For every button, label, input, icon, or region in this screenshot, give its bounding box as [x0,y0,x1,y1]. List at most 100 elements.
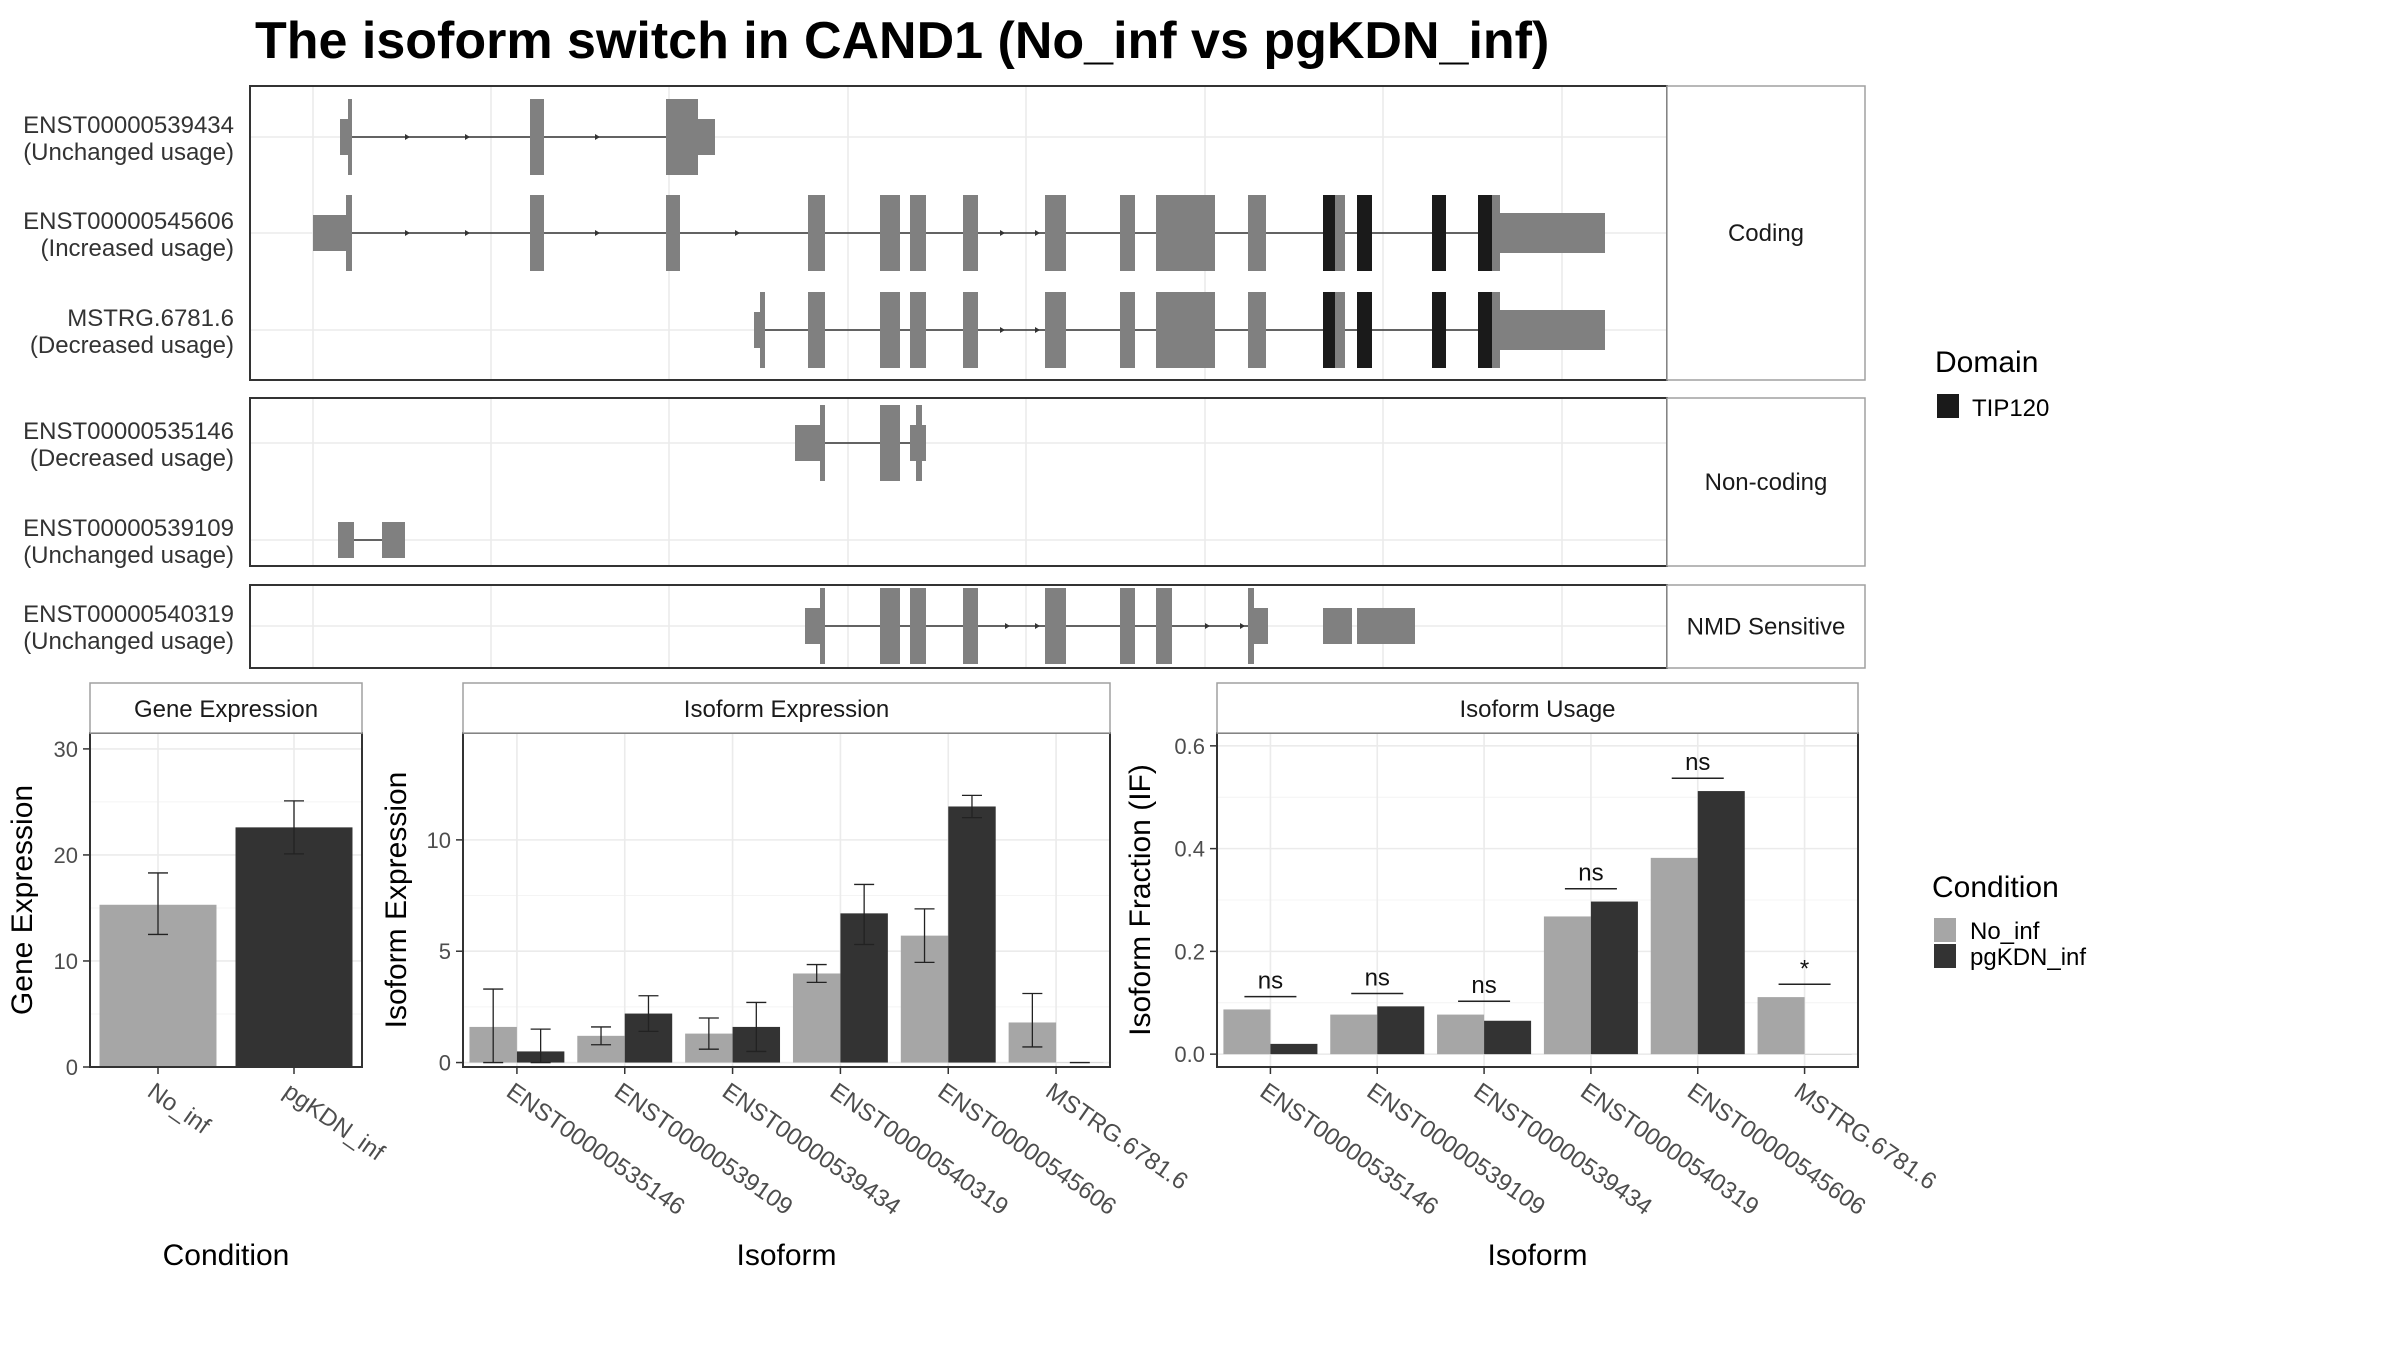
isoform-expression-panel: Isoform Expression0510ENST00000535146ENS… [380,682,1193,1272]
x-tick-label: ENST00000539434 [1469,1078,1657,1221]
facet-strip-label: Coding [1728,220,1804,247]
isoform-id-label: ENST00000539434 [23,112,234,139]
x-tick-label: pgKDN_inf [279,1078,390,1167]
x-axis-title: Isoform [736,1239,836,1272]
x-tick-label: No_inf [143,1078,216,1140]
y-tick-label: 0.0 [1174,1042,1205,1067]
exon [795,425,822,461]
exon [916,405,922,481]
facet-coding: ENST00000539434(Unchanged usage) ENST0000… [23,85,1866,381]
direction-arrow [1035,623,1040,629]
direction-arrow [405,134,410,140]
exon [1156,588,1172,664]
domain-exon [1432,195,1446,271]
exon [1335,195,1345,271]
exon [1156,195,1215,271]
exon [1120,195,1135,271]
x-tick-label: ENST00000539434 [717,1078,905,1221]
exon [1492,292,1500,368]
y-tick-label: 5 [439,939,451,964]
exon [666,99,698,175]
isoform-usage-panel: ns ns ns ns ns * Isoform Usage 0.0 0.2 0.4 0.6 ENST… [1124,682,1941,1272]
direction-arrow [595,134,600,140]
panel-strip-label: Isoform Expression [684,696,889,723]
domain-exon [1357,292,1372,368]
exon [1120,292,1135,368]
exon [963,588,978,664]
exon [382,522,405,558]
x-tick-label: ENST00000539109 [1362,1078,1550,1221]
exon [760,292,765,368]
y-tick-label: 10 [54,949,78,974]
exon [910,195,926,271]
panel-strip [89,682,363,734]
domain-exon [1478,195,1492,271]
x-tick-label: ENST00000545606 [1682,1078,1870,1221]
facet-strip [1666,584,1866,669]
bar-pgKDN_inf-ENST00000545606 [948,806,996,1063]
isoform-usage-label: (Decreased usage) [30,445,234,472]
bar-No_inf-MSTRG.6781.6 [1757,997,1805,1055]
panel-background [463,733,1110,1067]
direction-arrow [465,134,470,140]
bar-No_inf-ENST00000540319 [792,973,841,1063]
direction-arrow [405,230,410,236]
condition-legend-label-no-inf: No_inf [1970,918,2040,945]
domain-legend: Domain TIP120 [1935,346,2049,422]
exon [880,195,900,271]
domain-legend-label: TIP120 [1972,395,2049,422]
exon [698,119,715,155]
bar-pgKDN_inf-ENST00000535146 [1270,1043,1318,1055]
x-tick-label: ENST00000539109 [609,1078,797,1221]
domain-exon [1357,195,1372,271]
exon [820,588,825,664]
direction-arrow [1240,623,1245,629]
gene-expression-panel: Gene Expression 0 10 20 30 No_inf pgKDN_inf Con… [6,682,390,1272]
direction-arrow [735,230,740,236]
exon [1248,588,1254,664]
x-tick-label: ENST00000535146 [1255,1078,1443,1221]
exon [1045,588,1066,664]
y-tick-label: 0.6 [1174,734,1205,759]
y-tick-label: 30 [54,737,78,762]
domain-legend-key [1937,394,1959,418]
exon [338,522,354,558]
y-tick-label: 0 [66,1055,78,1080]
panel-strip [1216,682,1859,734]
bar-No_inf-ENST00000545606 [1650,857,1698,1055]
isoform-usage-label: (Unchanged usage) [23,542,234,569]
y-tick-label: 20 [54,843,78,868]
exon [530,195,544,271]
exon [910,292,926,368]
significance-label: ns [1685,749,1710,776]
exon [754,312,760,348]
bar-No_inf-ENST00000539434 [1437,1014,1485,1055]
direction-arrow [595,230,600,236]
direction-arrow [1000,327,1005,333]
y-tick-label: 0 [439,1051,451,1076]
significance-label: ns [1471,972,1496,999]
facet-nmd-sensitive: ENST00000540319(Unchanged usage) NMD Sens… [23,584,1866,669]
direction-arrow [1205,623,1210,629]
y-tick-label: 0.2 [1174,939,1205,964]
exon [1045,292,1066,368]
exon [880,588,900,664]
isoform-id-label: MSTRG.6781.6 [67,305,234,332]
bar-No_inf-ENST00000535146 [1223,1009,1271,1055]
exon [1248,292,1266,368]
exon [1335,292,1345,368]
y-axis-title: Isoform Expression [380,772,413,1029]
domain-exon [1478,292,1492,368]
domain-exon [1323,195,1335,271]
facet-panel-background [250,398,1667,566]
isoform-usage-label: (Unchanged usage) [23,139,234,166]
direction-arrow [1035,327,1040,333]
exon [1156,292,1215,368]
exon [1357,608,1415,644]
isoform-id-label: ENST00000539109 [23,515,234,542]
direction-arrow [1005,623,1010,629]
y-tick-label: 0.4 [1174,837,1205,862]
exon [1254,608,1268,644]
exon [963,195,978,271]
